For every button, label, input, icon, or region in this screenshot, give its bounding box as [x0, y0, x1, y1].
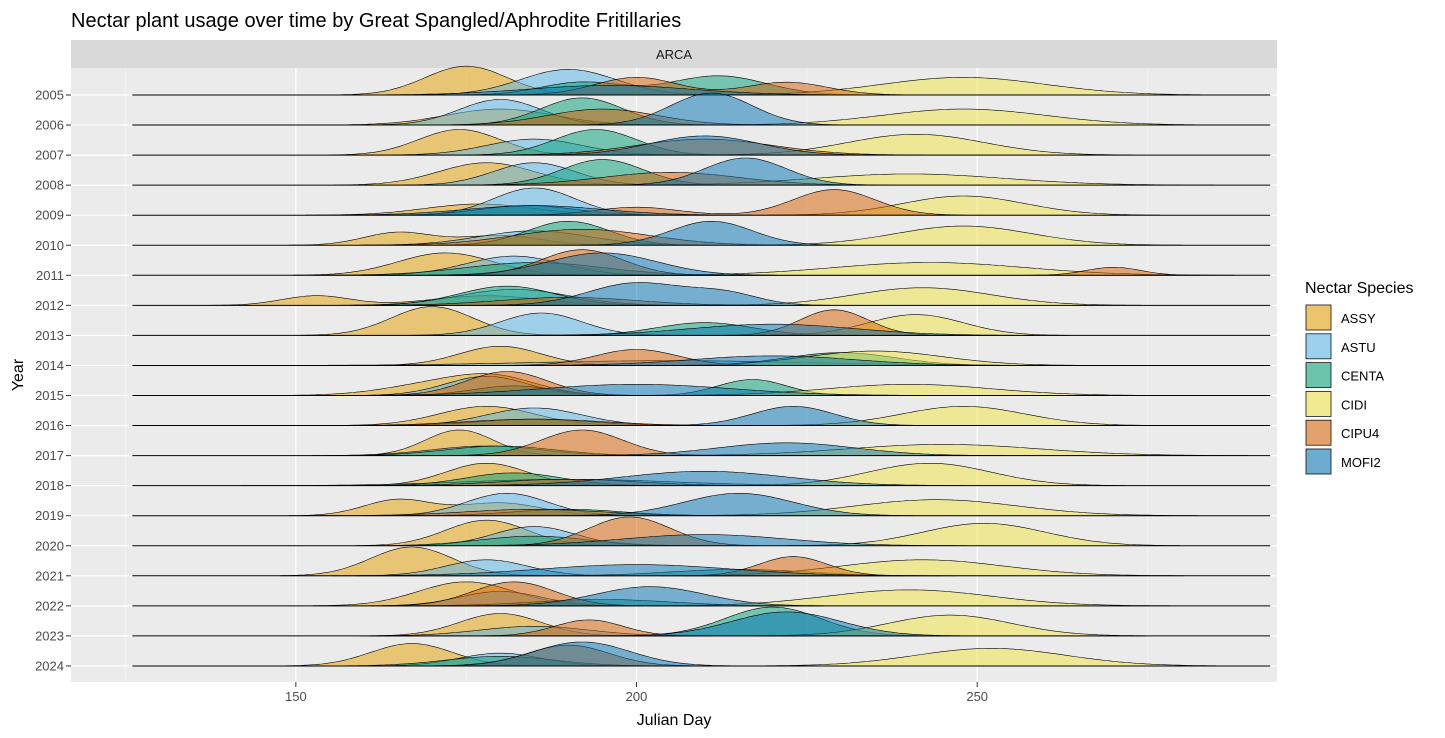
- legend-label-ASTU: ASTU: [1341, 340, 1376, 355]
- y-tick-label: 2015: [35, 388, 64, 403]
- legend-swatch-CIPU4: [1305, 419, 1332, 446]
- ridge-2019: [132, 493, 1271, 517]
- density-MOFI2-2006: [580, 92, 843, 126]
- ridge-2007: [132, 129, 1271, 156]
- x-tick-label: 200: [626, 689, 648, 704]
- density-MOFI2-2018: [442, 471, 967, 486]
- ridge-2010: [132, 221, 1271, 246]
- density-MOFI2-2020: [442, 534, 967, 547]
- y-tick-label: 2024: [35, 658, 64, 673]
- ridge-2011: [132, 249, 1271, 276]
- density-MOFI2-2005: [347, 85, 871, 96]
- legend-label-CIDI: CIDI: [1341, 397, 1367, 412]
- density-MOFI2-2010: [580, 221, 843, 246]
- ridge-2012: [132, 282, 1271, 306]
- y-tick-label: 2012: [35, 298, 64, 313]
- ridge-2018: [132, 463, 1271, 487]
- density-MOFI2-2014: [510, 355, 1035, 366]
- y-axis: 2005 2006 2007 2008 2009 2010 2011 2012 2013 2014…: [35, 88, 71, 673]
- legend-swatch-CIDI: [1305, 391, 1332, 417]
- ridges: [132, 65, 1271, 667]
- panel-background: [71, 68, 1277, 682]
- density-MOFI2-2009: [316, 205, 753, 216]
- y-tick-label: 2008: [35, 178, 64, 193]
- density-MOFI2-2007: [529, 135, 880, 156]
- y-tick-label: 2009: [35, 208, 64, 223]
- density-MOFI2-2019: [564, 493, 914, 516]
- y-tick-label: 2007: [35, 148, 64, 163]
- chart-title: Nectar plant usage over time by Great Sp…: [71, 10, 681, 32]
- x-tick-label: 250: [966, 689, 988, 704]
- legend-swatch-ASTU: [1305, 333, 1332, 360]
- density-MOFI2-2015: [331, 384, 942, 396]
- legend-title: Nectar Species: [1305, 280, 1414, 297]
- y-tick-label: 2022: [35, 598, 64, 613]
- density-CIDI-2024: [750, 648, 1231, 667]
- density-MOFI2-2008: [614, 157, 877, 186]
- y-tick-label: 2020: [35, 538, 64, 553]
- legend-label-CIPU4: CIPU4: [1341, 426, 1379, 441]
- legend-label-MOFI2: MOFI2: [1341, 455, 1381, 470]
- ridge-2020: [132, 516, 1271, 547]
- y-axis-title: Year: [10, 358, 27, 391]
- y-tick-label: 2019: [35, 508, 64, 523]
- density-MOFI2-2023: [611, 611, 961, 637]
- legend: Nectar Species ASSY ASTU CENTA CIDI CIPU4 MOF…: [1305, 280, 1414, 475]
- ridge-2006: [132, 92, 1271, 126]
- y-tick-label: 2017: [35, 448, 64, 463]
- density-MOFI2-2013: [510, 323, 1035, 336]
- ridge-2005: [132, 65, 1271, 96]
- legend-label-CENTA: CENTA: [1341, 369, 1384, 384]
- y-tick-label: 2023: [35, 628, 64, 643]
- y-tick-label: 2014: [35, 358, 64, 373]
- ridge-2014: [132, 346, 1271, 366]
- density-MOFI2-2016: [662, 406, 925, 426]
- density-MOFI2-2022: [475, 586, 825, 607]
- ridge-2016: [132, 406, 1271, 427]
- x-axis-title: Julian Day: [637, 712, 712, 729]
- density-MOFI2-2021: [331, 564, 942, 577]
- ridge-2017: [132, 429, 1271, 457]
- y-tick-label: 2016: [35, 418, 64, 433]
- ridge-2022: [132, 581, 1271, 607]
- legend-label-ASSY: ASSY: [1341, 311, 1376, 326]
- ridge-2015: [132, 371, 1271, 396]
- y-tick-label: 2006: [35, 118, 64, 133]
- legend-swatch-MOFI2: [1305, 448, 1332, 475]
- y-tick-label: 2005: [35, 88, 64, 103]
- x-axis: 150 200 250: [285, 682, 988, 704]
- x-tick-label: 150: [285, 689, 307, 704]
- density-MOFI2-2017: [568, 442, 1005, 456]
- y-tick-label: 2021: [35, 568, 64, 583]
- legend-swatch-ASSY: [1305, 304, 1332, 331]
- strip-background: [71, 40, 1277, 68]
- ridge-2009: [132, 187, 1271, 216]
- strip-label: ARCA: [656, 47, 692, 62]
- density-MOFI2-2024: [429, 641, 735, 667]
- legend-swatch-CENTA: [1305, 362, 1332, 388]
- ridge-2023: [132, 606, 1271, 637]
- y-tick-label: 2011: [36, 268, 64, 283]
- ridge-2021: [132, 546, 1271, 577]
- y-tick-label: 2010: [35, 238, 64, 253]
- ridge-2008: [132, 157, 1271, 186]
- ridge-2024: [132, 641, 1271, 667]
- density-MOFI2-2012: [483, 282, 835, 306]
- y-tick-label: 2018: [35, 478, 64, 493]
- density-MOFI2-2011: [427, 252, 777, 276]
- density-CIDI-2010: [745, 225, 1182, 246]
- ridge-2013: [132, 306, 1271, 336]
- y-tick-label: 2013: [35, 328, 64, 343]
